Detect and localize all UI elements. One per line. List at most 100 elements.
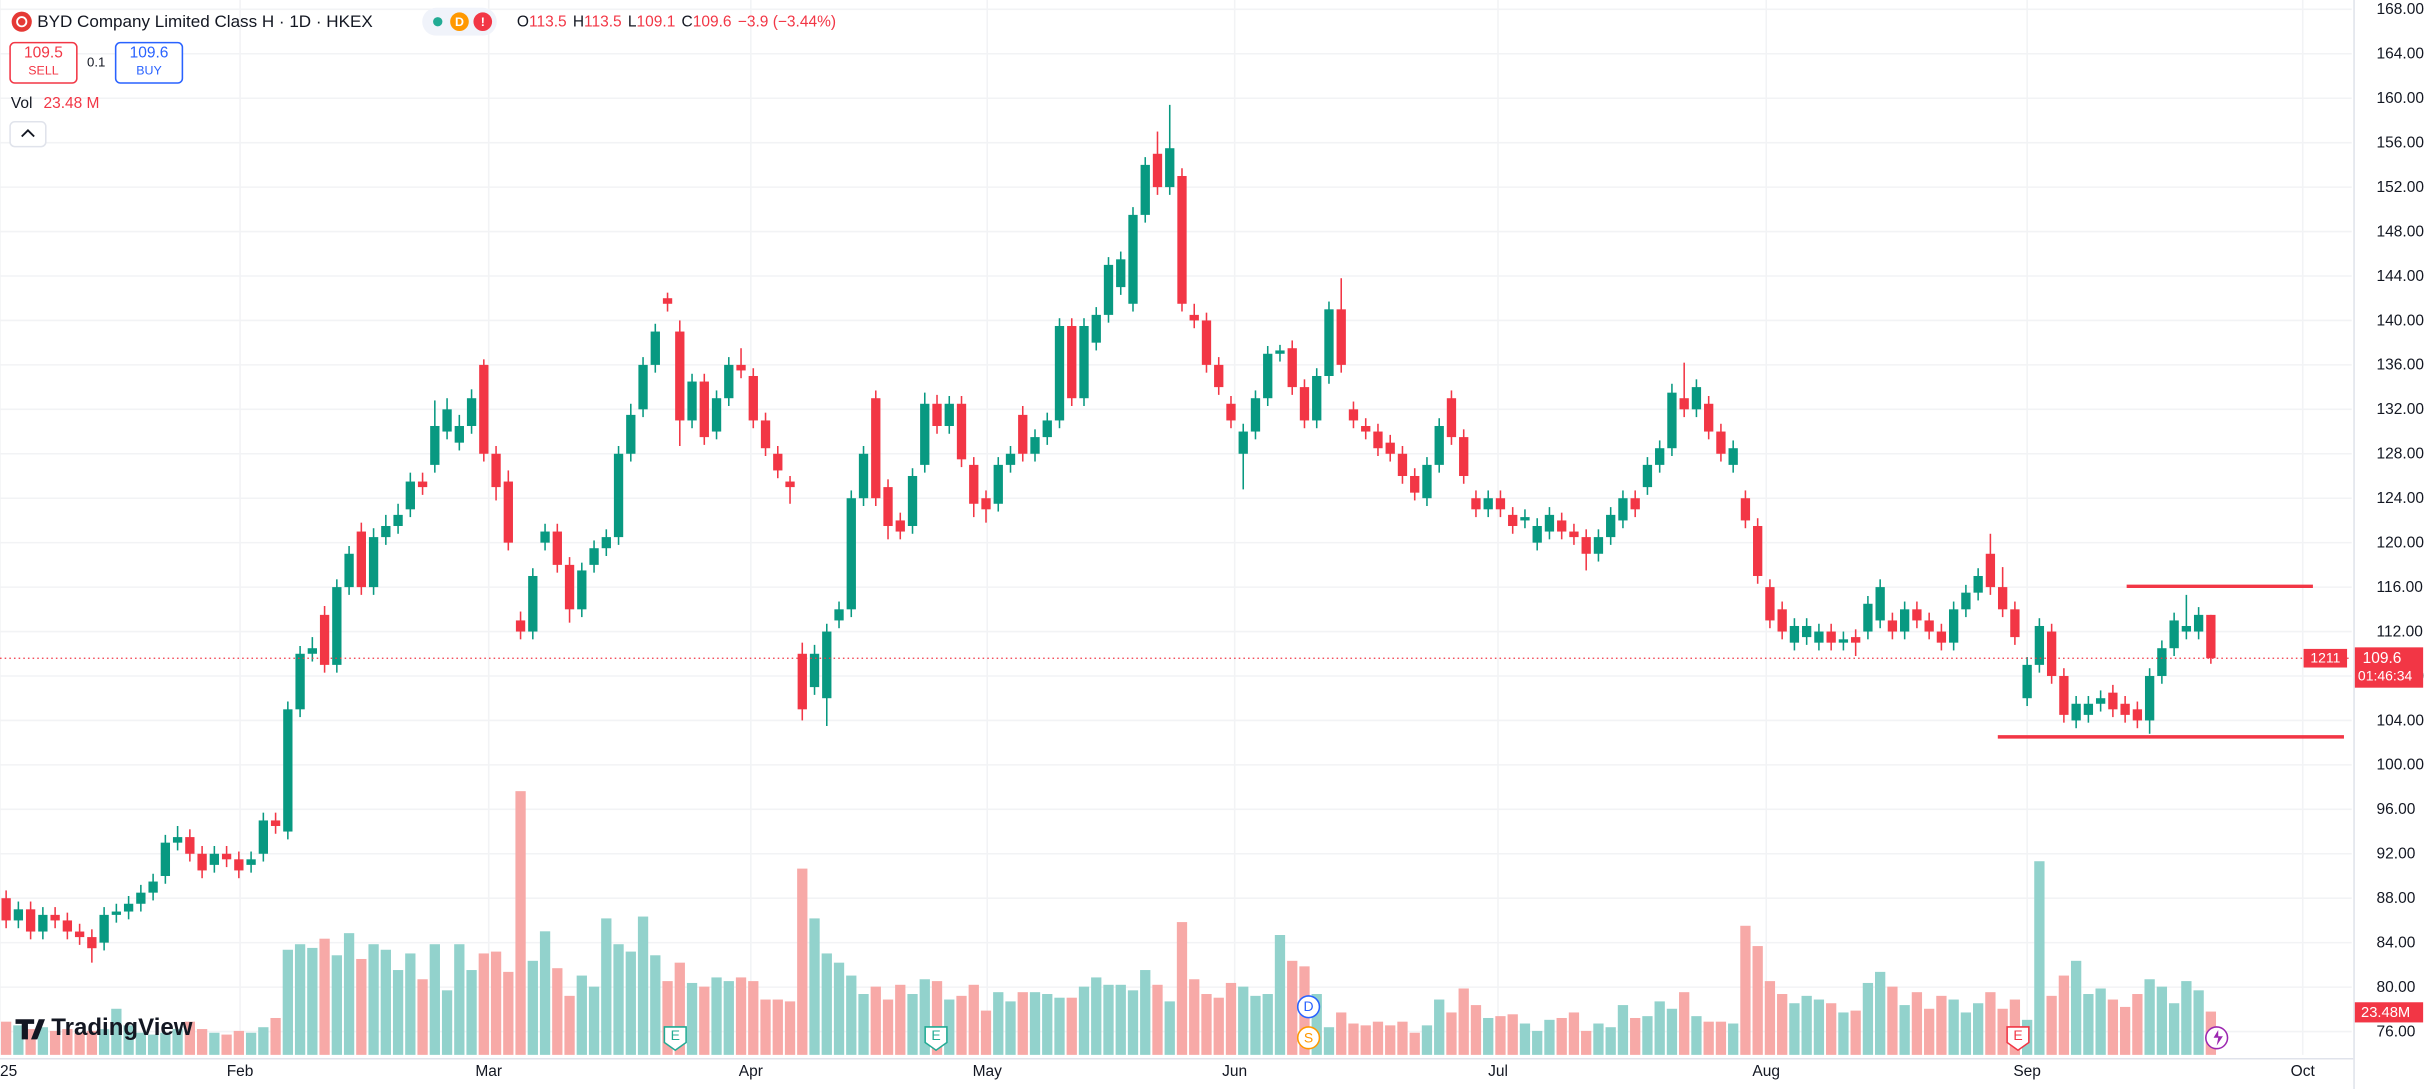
volume-bar bbox=[564, 995, 575, 1055]
candle-body bbox=[846, 498, 856, 610]
y-tick-label: 92.00 bbox=[2377, 846, 2416, 863]
earnings-event[interactable] bbox=[663, 1026, 687, 1052]
volume-bar bbox=[1066, 997, 1077, 1055]
volume-bar bbox=[674, 962, 685, 1055]
volume-bar bbox=[307, 947, 318, 1055]
candle-body bbox=[1704, 403, 1714, 432]
overlay bbox=[0, 584, 2352, 739]
candle-body bbox=[540, 531, 550, 543]
candle-body bbox=[160, 842, 171, 876]
volume-bar bbox=[172, 1029, 183, 1055]
volume-bar bbox=[1372, 1021, 1384, 1055]
x-tick-label: Apr bbox=[739, 1063, 763, 1080]
volume-bar bbox=[209, 1032, 220, 1055]
candle-body bbox=[601, 537, 611, 549]
candle-body bbox=[1042, 420, 1052, 438]
candle-body bbox=[1753, 525, 1763, 576]
volume-bar bbox=[441, 990, 453, 1055]
buy-price: 109.6 bbox=[130, 45, 169, 62]
volume-bar bbox=[1544, 1019, 1555, 1055]
candle-body bbox=[405, 481, 415, 510]
candle-body bbox=[1336, 309, 1346, 365]
candle-body bbox=[1606, 514, 1616, 538]
volume-bar bbox=[993, 992, 1004, 1055]
candle-body bbox=[185, 837, 195, 854]
volume-bar bbox=[62, 1029, 73, 1055]
candle-body bbox=[1814, 631, 1824, 643]
symbol-title[interactable]: BYD Company Limited Class H · 1D · HKEX bbox=[37, 12, 373, 31]
volume-bar bbox=[1287, 960, 1298, 1055]
candle-body bbox=[1459, 437, 1469, 476]
candle-body bbox=[1434, 425, 1444, 465]
candle-body bbox=[491, 453, 501, 488]
volume-bar bbox=[1495, 1016, 1506, 1055]
candle-body bbox=[760, 420, 771, 449]
x-tick-label: Feb bbox=[227, 1063, 254, 1080]
event-label: S bbox=[1304, 1029, 1313, 1045]
volume-bar bbox=[1691, 1016, 1702, 1055]
earnings-event[interactable] bbox=[924, 1026, 948, 1052]
collapse-button[interactable] bbox=[9, 121, 47, 148]
x-tick-label: Jul bbox=[1488, 1063, 1508, 1080]
candle-body bbox=[1410, 475, 1420, 493]
y-tick-label: 144.00 bbox=[2377, 268, 2425, 285]
volume-bar bbox=[2070, 960, 2082, 1055]
spread: 0.1 bbox=[87, 54, 105, 69]
volume-bar bbox=[1936, 995, 1947, 1055]
ohlc-value: 109.6 bbox=[693, 14, 732, 31]
candle-body bbox=[1128, 214, 1138, 304]
alert-badge-text: ! bbox=[481, 15, 485, 29]
volume-bar bbox=[613, 944, 624, 1055]
y-tick-label: 152.00 bbox=[2377, 179, 2425, 196]
volume-bar bbox=[1862, 982, 1874, 1055]
volume-bar bbox=[944, 999, 955, 1055]
volume-bar bbox=[1703, 1021, 1714, 1055]
event-label: E bbox=[931, 1027, 940, 1043]
candle-body bbox=[773, 453, 783, 471]
split-event[interactable] bbox=[1296, 1026, 1321, 1050]
y-tick-label: 124.00 bbox=[2377, 490, 2425, 507]
volume-bar bbox=[13, 1025, 24, 1055]
volume-bar bbox=[846, 975, 857, 1055]
sell-button[interactable] bbox=[9, 41, 78, 84]
candle-body bbox=[2193, 614, 2204, 632]
candle-body bbox=[1361, 425, 1371, 432]
earnings-event[interactable] bbox=[2006, 1026, 2030, 1052]
volume-bar bbox=[2083, 994, 2094, 1055]
volume-bar bbox=[319, 938, 330, 1055]
volume-bar bbox=[723, 981, 734, 1055]
volume-bar bbox=[1715, 1021, 1727, 1055]
volume-bar bbox=[1189, 979, 1200, 1055]
volume-bar bbox=[2119, 1006, 2131, 1055]
volume-bar bbox=[258, 1027, 269, 1055]
candle-body bbox=[1079, 325, 1089, 399]
candle-body bbox=[1152, 153, 1163, 188]
volume-bar bbox=[2058, 975, 2070, 1055]
change: −3.9 (−3.44%) bbox=[738, 14, 836, 31]
volume-bar bbox=[184, 1021, 195, 1055]
candle-body bbox=[1875, 587, 1885, 621]
y-tick-label: 96.00 bbox=[2377, 801, 2416, 818]
volume-bar bbox=[1789, 1003, 1800, 1055]
market-open-dot bbox=[433, 17, 443, 27]
watermark: TradingView bbox=[51, 1014, 193, 1041]
volume-bar bbox=[797, 868, 808, 1055]
candle-body bbox=[1422, 464, 1432, 499]
candle-body bbox=[87, 937, 97, 949]
candle-body bbox=[552, 531, 562, 565]
candle-body bbox=[589, 548, 599, 565]
volume-bar bbox=[1005, 1001, 1016, 1055]
candle-body bbox=[1924, 620, 1934, 632]
candle-body bbox=[944, 403, 954, 426]
volume-bar bbox=[2181, 981, 2192, 1055]
dividend-event[interactable] bbox=[1296, 995, 1321, 1019]
candle-body bbox=[932, 403, 942, 426]
volume-bar bbox=[1470, 1005, 1482, 1055]
volume-bar bbox=[1017, 992, 1028, 1055]
candle-body bbox=[417, 481, 428, 488]
volume-bar bbox=[2034, 861, 2045, 1055]
buy-button[interactable] bbox=[114, 41, 184, 84]
y-tick-label: 128.00 bbox=[2377, 446, 2425, 463]
buy-label: BUY bbox=[136, 64, 162, 78]
candle-body bbox=[1238, 431, 1248, 454]
